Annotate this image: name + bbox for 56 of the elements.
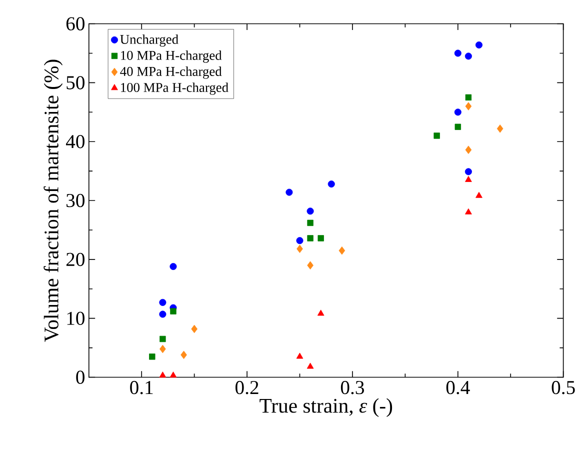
point [170,308,176,314]
point [496,124,504,133]
y-axis-title: Volume fraction of martensite (%) [44,60,63,342]
point [170,263,177,270]
point [338,246,346,255]
point [307,261,314,270]
point [306,208,314,215]
x-tick-label: 0.4 [446,380,470,394]
point [475,42,483,49]
point [191,324,198,334]
point [464,168,472,176]
point [159,372,166,378]
x-tick-label: 0.1 [130,380,153,394]
y-tick-label: 10 [67,312,84,326]
point [465,94,472,101]
point [296,352,304,359]
point [434,132,440,139]
point [180,350,187,360]
point [160,344,166,354]
point [306,362,314,369]
y-tick-label: 40 [66,135,84,148]
point [328,180,335,188]
y-tick-label: 0 [76,370,84,384]
x-axis-title: True strain, ε (-) [260,398,392,418]
x-tick-label: 0.2 [236,380,258,394]
point [454,50,462,57]
point [465,146,472,154]
point [159,310,166,318]
y-tick-label: 50 [66,76,84,90]
point [307,220,314,226]
point [465,102,472,110]
point [159,298,166,306]
point [318,235,324,242]
y-tick-label: 30 [66,194,84,208]
legend-label: 40 MPa H-charged [120,66,222,79]
x-tick-label: 0.5 [552,380,575,394]
point [170,372,177,378]
point [454,124,462,130]
legend-label: 100 MPa H-charged [121,82,228,95]
point [286,188,293,196]
point [307,235,314,242]
point [464,52,472,60]
legend-label: Uncharged [120,34,178,47]
point [454,108,462,116]
y-tick-label: 60 [66,17,84,30]
point [296,237,304,244]
point [465,176,472,182]
point [160,336,166,342]
y-tick-label: 20 [66,252,84,266]
legend-label: 10 MPa H-charged [121,50,222,63]
point [476,192,482,198]
point [317,310,324,316]
point [465,208,472,214]
x-tick-label: 0.3 [340,380,364,394]
point [296,244,303,254]
point [149,354,156,360]
